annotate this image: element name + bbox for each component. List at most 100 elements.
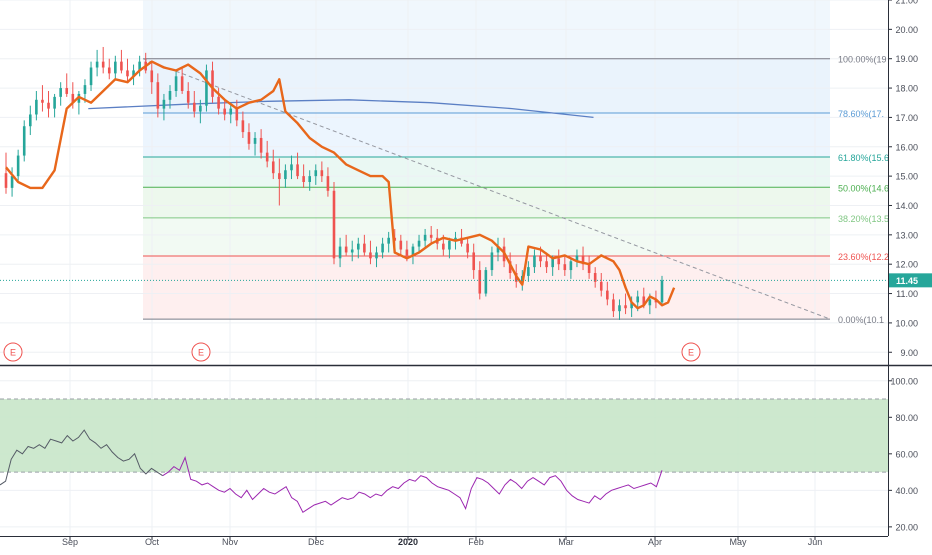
candle <box>314 164 318 185</box>
earnings-marker[interactable]: E <box>3 342 23 362</box>
earnings-label: E <box>10 348 16 358</box>
candle <box>606 281 609 306</box>
candle <box>41 85 44 112</box>
candle <box>65 73 69 97</box>
candle-body <box>642 296 646 306</box>
candle-body <box>630 302 633 309</box>
candle-body <box>648 299 652 306</box>
candle-body <box>259 137 263 153</box>
candle-body <box>186 91 190 103</box>
candle <box>4 152 8 194</box>
candle-body <box>624 305 627 309</box>
candle <box>363 234 366 256</box>
candle <box>150 61 154 94</box>
candle-body <box>551 258 554 268</box>
candle <box>557 249 561 271</box>
candle-body <box>168 91 172 100</box>
candle <box>22 120 26 162</box>
candle-body <box>22 126 26 156</box>
candle-body <box>575 255 579 262</box>
candle <box>350 240 354 262</box>
earnings-label: E <box>688 348 694 358</box>
candle <box>284 164 287 188</box>
time-axis-label: Mar <box>558 537 574 547</box>
candle-body <box>569 261 573 271</box>
candle <box>581 246 585 271</box>
candle-body <box>253 137 257 144</box>
rsi-pane <box>0 398 888 514</box>
candle <box>569 258 573 279</box>
candle-body <box>411 246 415 256</box>
last-price-label: 11.45 <box>896 276 918 286</box>
candle-body <box>150 70 154 83</box>
candle <box>296 152 299 180</box>
fib-level-label: 38.20%(13.5 <box>838 214 889 224</box>
candle-body <box>53 96 56 109</box>
candle-body <box>460 237 463 244</box>
candle <box>472 243 476 279</box>
earnings-marker[interactable]: E <box>681 342 701 362</box>
candle <box>466 237 469 259</box>
candle <box>290 155 293 180</box>
candle <box>545 252 548 273</box>
rsi-axis-label: 40.00 <box>895 486 918 496</box>
candle <box>265 140 269 168</box>
candle-body <box>484 270 488 294</box>
candle-body <box>314 170 318 177</box>
candle-body <box>660 280 664 303</box>
earnings-circle <box>191 342 211 362</box>
fib-level-label: 50.00%(14.6 <box>838 183 889 193</box>
candle <box>332 182 336 265</box>
rsi-axis-label: 20.00 <box>895 522 918 532</box>
candle-body <box>423 234 427 241</box>
candle-body <box>363 243 366 253</box>
candle <box>47 91 50 118</box>
candle <box>138 55 141 77</box>
candle <box>174 70 178 97</box>
rsi-axis-label: 100.00 <box>890 376 918 386</box>
time-axis: Sep Oct Nov Dec 2020 Feb Mar Apr May Jun <box>0 536 888 547</box>
candle <box>235 99 239 127</box>
time-axis-label: May <box>729 537 747 547</box>
candle <box>417 234 421 253</box>
candle-body <box>180 76 184 91</box>
candle-body <box>211 70 214 97</box>
candle-body <box>126 70 129 77</box>
candle-body <box>320 170 324 177</box>
candle <box>381 237 384 259</box>
candle-body <box>71 93 75 103</box>
candle-body <box>59 88 62 97</box>
candle <box>356 237 360 259</box>
price-axis-label: 18.00 <box>895 84 918 94</box>
candle-body <box>429 234 433 238</box>
candle <box>126 58 129 83</box>
last-price-badge: 11.45 <box>889 273 932 288</box>
candle-body <box>101 61 105 68</box>
time-axis-label: Feb <box>468 537 484 547</box>
candle <box>271 149 275 180</box>
fib-level-label: 23.60%(12.2 <box>838 252 889 262</box>
candle-body <box>448 240 451 250</box>
candle-body <box>636 296 640 303</box>
candle <box>326 167 330 197</box>
candle <box>95 49 99 77</box>
earnings-marker[interactable]: E <box>191 342 211 362</box>
candle-body <box>417 240 421 247</box>
candle <box>211 61 214 103</box>
candle <box>399 234 403 256</box>
candle-body <box>114 61 117 74</box>
candle <box>278 158 281 206</box>
fib-level-label: 78.60%(17. <box>838 109 884 119</box>
candle <box>168 85 172 109</box>
time-axis-label: Nov <box>222 537 239 547</box>
candle-body <box>545 261 548 268</box>
rsi-band <box>0 399 888 473</box>
earnings-circle <box>3 342 23 362</box>
candle-body <box>466 243 469 253</box>
candle <box>411 243 415 265</box>
price-axis-label: 17.00 <box>895 113 918 123</box>
candle-body <box>344 246 348 253</box>
candle-body <box>290 164 293 171</box>
candle <box>344 234 348 256</box>
